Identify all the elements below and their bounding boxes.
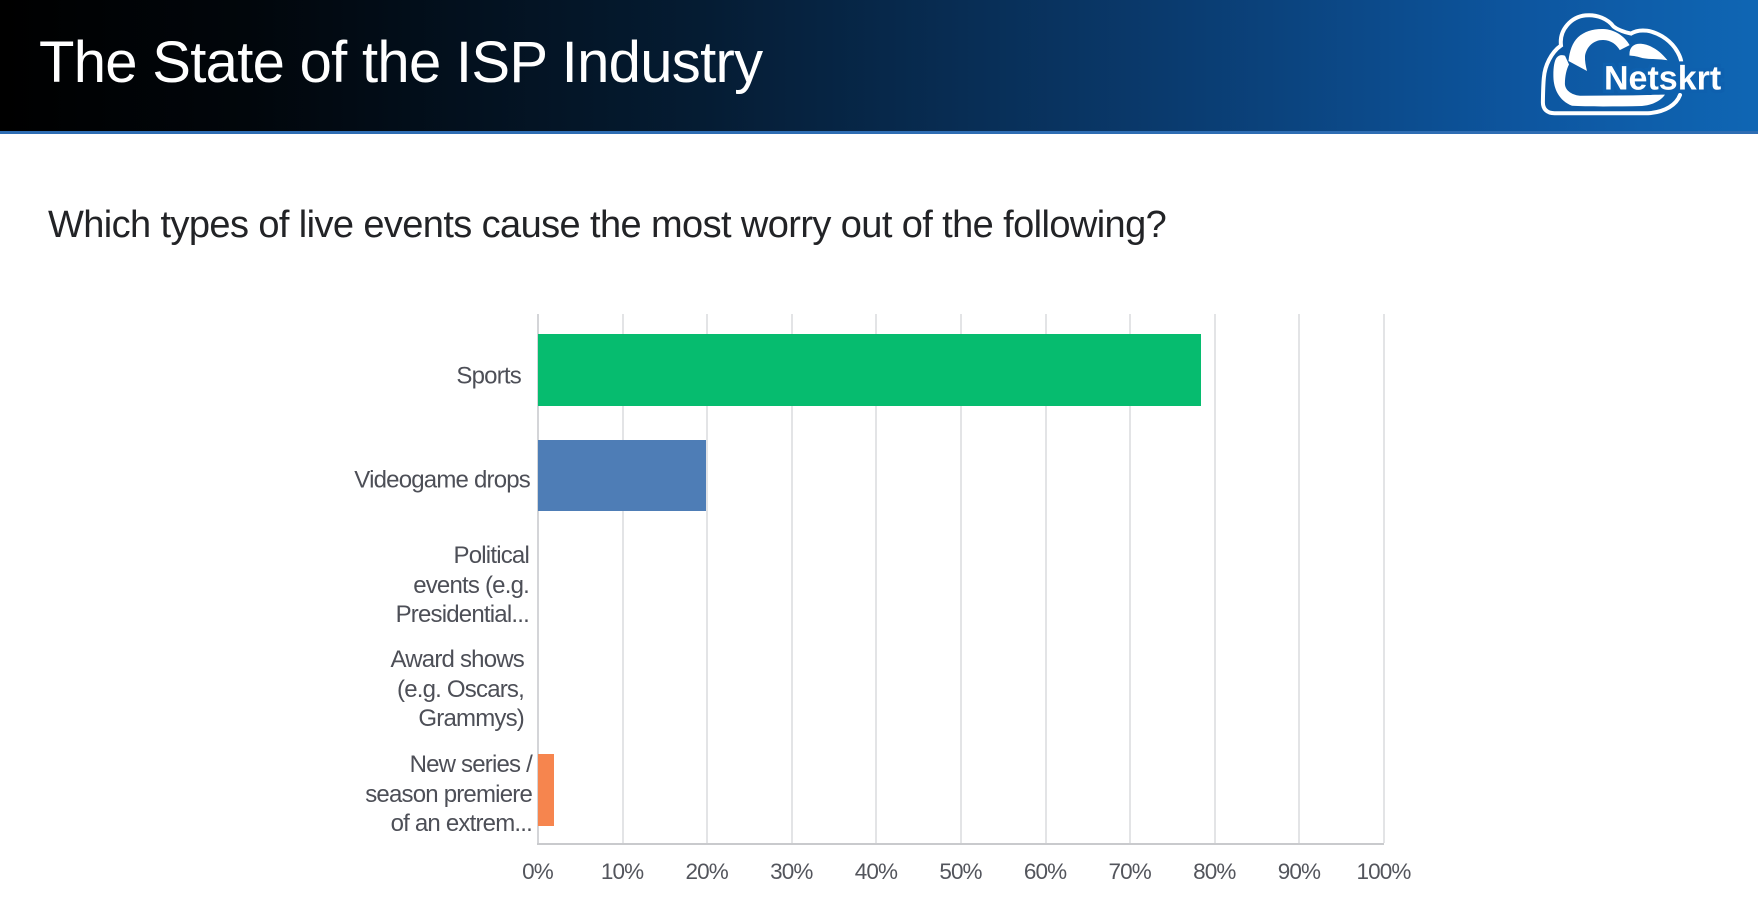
svg-text:Netskrt: Netskrt [1604,59,1721,97]
